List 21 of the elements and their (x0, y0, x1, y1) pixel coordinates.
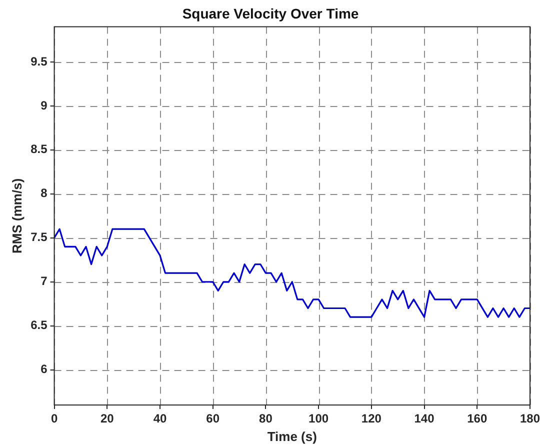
x-tick-label: 120 (361, 412, 382, 426)
y-tick-label: 9 (40, 98, 48, 112)
y-tick-label: 8.5 (30, 142, 48, 156)
x-axis-title: Time (s) (267, 428, 317, 444)
y-tick-label: 6.5 (30, 318, 48, 332)
chart-title: Square Velocity Over Time (182, 5, 359, 22)
y-tick-label: 7.5 (30, 230, 48, 244)
y-tick-label: 8 (40, 186, 48, 200)
x-tick-label: 80 (259, 412, 273, 426)
x-tick-label: 0 (50, 412, 58, 426)
y-axis-title: RMS (mm/s) (9, 178, 24, 254)
x-tick-label: 180 (520, 412, 540, 426)
x-tick-label: 40 (153, 412, 167, 426)
x-tick-label: 60 (206, 412, 220, 426)
y-tick-label: 6 (40, 362, 48, 376)
y-tick-label: 9.5 (30, 54, 48, 68)
x-tick-label: 160 (467, 412, 488, 426)
x-tick-label: 140 (414, 412, 435, 426)
x-tick-label: 100 (308, 412, 329, 426)
x-tick-label: 20 (100, 412, 114, 426)
y-tick-label: 7 (40, 274, 48, 288)
